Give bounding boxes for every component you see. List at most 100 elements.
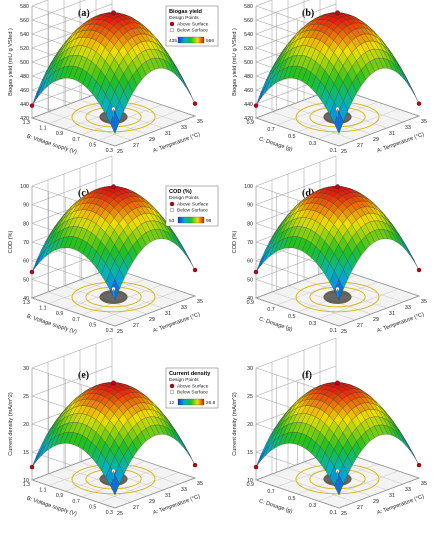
legend-design-points: Design Points <box>169 15 199 21</box>
x-axis-label: A: Temperature (°C) <box>152 494 201 517</box>
y-tick-label: 460 <box>244 88 253 94</box>
z-tick-label: 1.3 <box>23 120 30 126</box>
y-tick-label: 40 <box>23 296 29 302</box>
y-tick-label: 460 <box>20 88 29 94</box>
z-tick-label: 0.3 <box>106 510 113 516</box>
x-tick-label: 31 <box>165 131 171 137</box>
design-point-above <box>253 269 259 275</box>
panel-label: (c) <box>78 188 89 199</box>
grid-line <box>31 0 87 21</box>
legend-below-marker <box>169 207 175 213</box>
legend-above-marker <box>169 383 175 389</box>
x-tick-label: 35 <box>421 119 427 125</box>
x-tick-label: 29 <box>373 317 379 323</box>
z-tick-label: 0.7 <box>72 137 79 143</box>
y-axis-label: Biogas yield (mL/ g VSfed ) <box>8 28 14 96</box>
legend-min: 53 <box>169 218 175 224</box>
x-tick-label: 25 <box>341 329 347 335</box>
y-tick-label: 500 <box>20 60 29 66</box>
surface-cell <box>334 474 344 496</box>
y-tick-label: 520 <box>244 46 253 52</box>
floor-grid-line <box>98 110 179 141</box>
grid-line <box>255 365 337 397</box>
floor-grid-line <box>114 477 196 509</box>
design-point-above <box>111 184 116 190</box>
surface-cell <box>110 111 120 135</box>
y-tick-label: 540 <box>244 32 253 38</box>
surface-cell <box>405 77 415 96</box>
z-tick-label: 0.1 <box>330 328 337 334</box>
panel-e: (e) 10 15 20 25 30 Current density (mA/m^2) 25 2… <box>8 337 219 518</box>
floor-grid-line <box>338 115 420 147</box>
y-tick-label: 70 <box>247 240 253 246</box>
y-tick-label: 440 <box>20 102 29 108</box>
z-tick-label: 0.7 <box>267 489 274 495</box>
grid-line <box>255 174 337 205</box>
x-tick-label: 27 <box>133 505 139 511</box>
x-tick-label: 31 <box>165 493 171 499</box>
y-axis-label: COD (%) <box>8 231 14 254</box>
panel-label: (f) <box>302 370 312 381</box>
legend-below-label: Below Surface <box>177 390 208 396</box>
y-tick-label: 10 <box>247 478 253 484</box>
y-tick-label: 480 <box>244 74 253 80</box>
design-point-above <box>335 10 340 16</box>
z-tick-label: 0.7 <box>267 307 274 313</box>
z-tick-label: 0.9 <box>247 482 254 488</box>
x-axis-label: A: Temperature (°C) <box>376 494 425 517</box>
panel-label: (d) <box>302 188 314 199</box>
x-tick-label: 33 <box>405 305 411 311</box>
z-tick-label: 0.5 <box>288 496 295 502</box>
z-tick-label: 0.9 <box>247 300 254 306</box>
x-tick-label: 33 <box>405 487 411 493</box>
design-point-above <box>416 101 422 106</box>
y-tick-label: 60 <box>23 259 29 265</box>
z-tick-label: 0.7 <box>72 317 79 323</box>
y-tick-label: 560 <box>20 18 29 24</box>
floor-grid-line <box>318 470 399 502</box>
legend-colorbar <box>177 36 205 44</box>
z-tick-label: 0.3 <box>309 321 316 327</box>
x-tick-label: 31 <box>389 131 395 137</box>
contour-line <box>309 286 366 308</box>
surface-cell <box>400 436 411 451</box>
grid-line <box>255 0 273 7</box>
y-tick-label: 90 <box>23 203 29 209</box>
x-tick-label: 25 <box>117 149 123 155</box>
y-tick-label: 420 <box>244 116 253 122</box>
x-tick-label: 25 <box>117 329 123 335</box>
z-tick-label: 0.3 <box>309 141 316 147</box>
y-tick-label: 20 <box>247 422 253 428</box>
x-tick-label: 29 <box>373 137 379 143</box>
x-tick-label: 27 <box>357 143 363 149</box>
floor-grid-line <box>31 479 116 509</box>
x-tick-label: 25 <box>341 511 347 517</box>
z-tick-label: 0.3 <box>106 328 113 334</box>
design-point-above <box>416 462 422 468</box>
floor-grid-line <box>318 108 399 140</box>
surface-cell <box>405 441 415 458</box>
z-tick-label: 0.9 <box>56 493 63 499</box>
surface-cell <box>181 246 191 263</box>
panel-f: (f) 10 15 20 25 30 Current density (mA/m^2) 25 2… <box>232 337 427 517</box>
surface-cell <box>176 436 187 451</box>
z-tick-label: 0.9 <box>56 311 63 317</box>
panel-label: (b) <box>302 8 314 19</box>
y-axis-label: Current density (mA/m^2) <box>232 392 238 456</box>
y-tick-label: 540 <box>20 32 29 38</box>
x-tick-label: 25 <box>341 149 347 155</box>
y-tick-label: 480 <box>20 74 29 80</box>
floor-grid-line <box>47 291 132 321</box>
legend-above-label: Above Surface <box>177 22 209 28</box>
surface-cell <box>400 240 411 256</box>
x-tick-label: 25 <box>117 511 123 517</box>
y-tick-label: 20 <box>23 422 29 428</box>
contour-line <box>295 281 380 313</box>
x-tick-label: 29 <box>373 499 379 505</box>
panel-b: (b) 420 440 460 480 500 520 540 560 580 Biogas yie… <box>232 0 427 155</box>
z-tick-label: 0.5 <box>288 134 295 140</box>
panel-label: (e) <box>78 370 89 381</box>
design-point-above <box>335 184 340 190</box>
x-tick-label: 27 <box>357 323 363 329</box>
